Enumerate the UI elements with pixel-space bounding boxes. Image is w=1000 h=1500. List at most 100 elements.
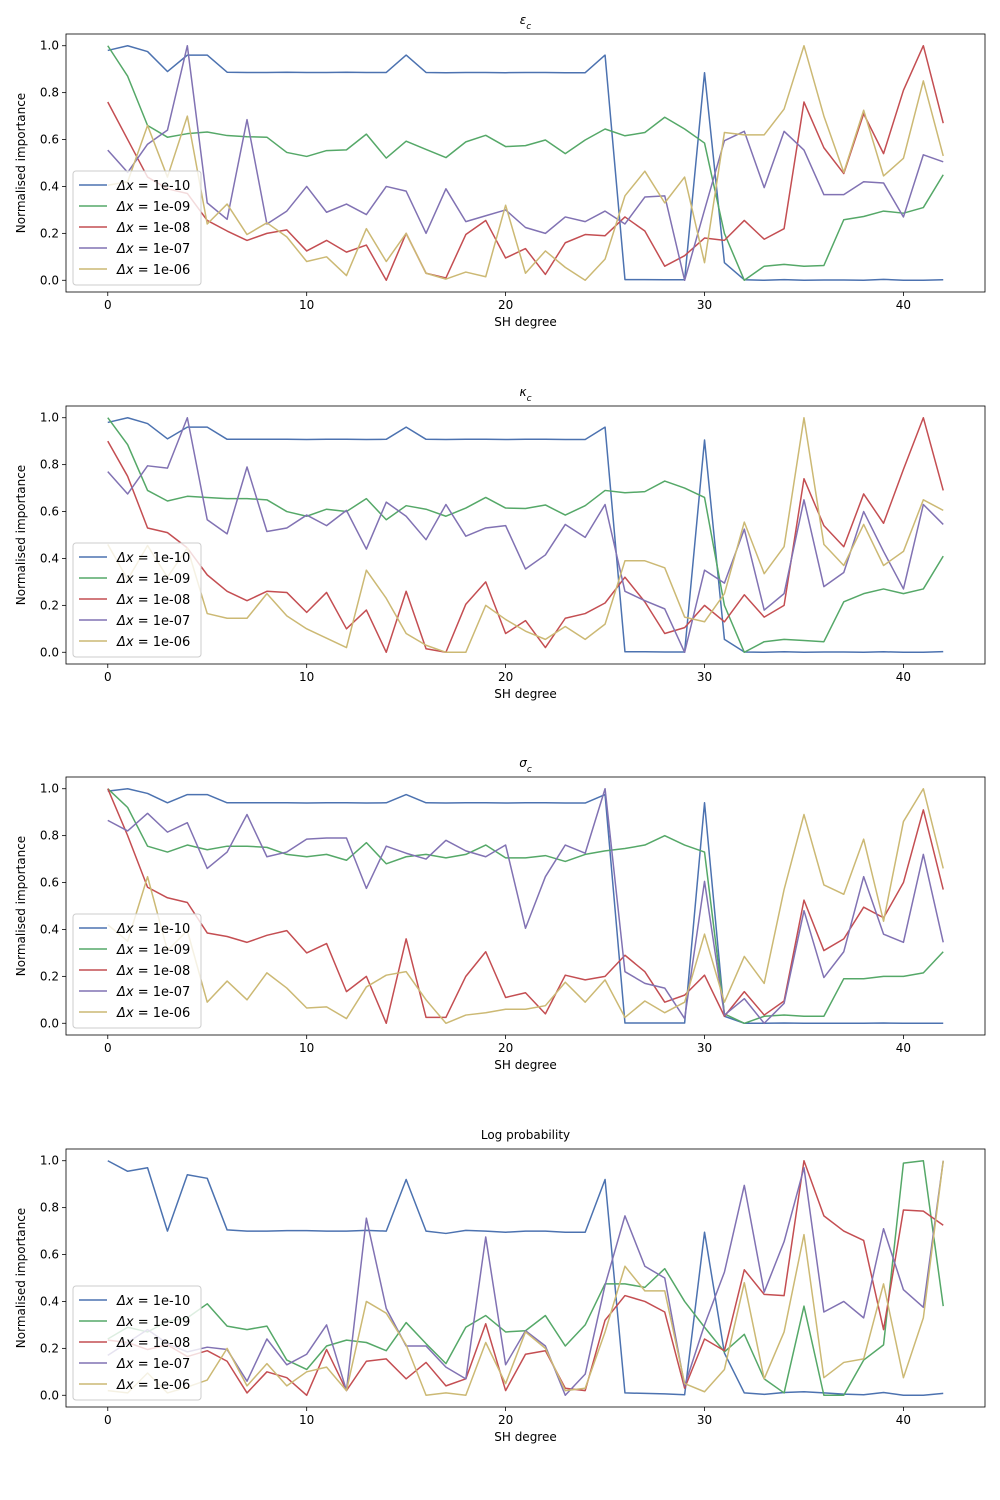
x-axis-label: SH degree (494, 1058, 557, 1072)
x-tick-label: 30 (697, 670, 712, 684)
legend-label-3: Δx = 1e-07 (116, 1357, 190, 1372)
y-tick-label: 0.0 (40, 1016, 59, 1030)
series-line-0 (107, 787, 944, 1025)
y-tick-label: 0.8 (40, 1201, 59, 1215)
legend-box (72, 1285, 202, 1401)
legend: Δx = 1e-10 Δx = 1e-09 Δx = 1e-08 Δx = 1e-07… (72, 542, 202, 658)
y-tick-label: 0.4 (40, 551, 59, 565)
series-line-1 (107, 45, 944, 282)
legend-label-1: Δx = 1e-09 (116, 200, 190, 215)
legend-label-2: Δx = 1e-08 (116, 964, 190, 979)
y-tick-label: 0.2 (40, 226, 59, 240)
y-tick-label: 0.0 (40, 1388, 59, 1402)
legend: Δx = 1e-10 Δx = 1e-09 Δx = 1e-08 Δx = 1e-07… (72, 1285, 202, 1401)
x-tick-label: 10 (299, 1413, 314, 1427)
y-tick-label: 0.8 (40, 86, 59, 100)
series-line-3 (107, 416, 944, 654)
legend: Δx = 1e-10 Δx = 1e-09 Δx = 1e-08 Δx = 1e-07… (72, 913, 202, 1029)
series-lines (107, 416, 944, 654)
x-tick-label: 0 (104, 670, 112, 684)
series-line-2 (107, 1159, 944, 1397)
y-tick-label: 0.0 (40, 273, 59, 287)
y-axis-label: Normalised importance (14, 1208, 28, 1348)
y-tick-label: 0.2 (40, 969, 59, 983)
y-tick-label: 0.4 (40, 1294, 59, 1308)
legend-label-0: Δx = 1e-10 (116, 1294, 190, 1309)
x-tick-label: 20 (498, 670, 513, 684)
x-tick-label: 20 (498, 1041, 513, 1055)
subplot-epsilon-c: 0 10 20 30 40 0.0 0.2 0.4 0.6 0.8 1.0 εc SH degree No… (14, 13, 986, 329)
legend-label-2: Δx = 1e-08 (116, 221, 190, 236)
y-axis-label: Normalised importance (14, 465, 28, 605)
chart-title: Log probability (481, 1128, 570, 1142)
legend-label-4: Δx = 1e-06 (116, 635, 190, 650)
legend: Δx = 1e-10 Δx = 1e-09 Δx = 1e-08 Δx = 1e-07… (72, 170, 202, 286)
x-tick-label: 40 (896, 670, 911, 684)
series-line-4 (107, 44, 944, 282)
y-tick-label: 0.4 (40, 179, 59, 193)
subplot-kappa-c: 0 10 20 30 40 0.0 0.2 0.4 0.6 0.8 1.0 κc SH degree No… (14, 385, 986, 701)
axes-frame (65, 33, 986, 293)
legend-label-3: Δx = 1e-07 (116, 242, 190, 257)
legend-label-4: Δx = 1e-06 (116, 1378, 190, 1393)
x-tick-label: 10 (299, 1041, 314, 1055)
x-tick-label: 30 (697, 1041, 712, 1055)
axes-frame (65, 776, 986, 1036)
x-axis-label: SH degree (494, 1430, 557, 1444)
y-tick-label: 1.0 (40, 1154, 59, 1168)
axes-frame (65, 1148, 986, 1408)
y-tick-label: 1.0 (40, 411, 59, 425)
x-tick-label: 40 (896, 1041, 911, 1055)
series-line-1 (107, 788, 944, 1025)
axes-frame (65, 405, 986, 665)
chart-title: κc (519, 385, 531, 404)
series-line-3 (107, 787, 944, 1025)
y-tick-label: 0.6 (40, 1248, 59, 1262)
legend-box (72, 913, 202, 1029)
y-tick-label: 0.8 (40, 829, 59, 843)
subplot-log-probability: 0 10 20 30 40 0.0 0.2 0.4 0.6 0.8 1.0 Log probabili… (14, 1128, 986, 1444)
chart-title: σc (519, 756, 532, 775)
x-tick-label: 30 (697, 1413, 712, 1427)
series-line-4 (107, 1160, 944, 1397)
series-line-2 (107, 416, 944, 654)
y-tick-label: 0.0 (40, 645, 59, 659)
series-lines (107, 1159, 944, 1397)
series-line-0 (107, 416, 944, 654)
chart-title: εc (520, 13, 532, 32)
series-line-2 (107, 788, 944, 1025)
series-line-1 (107, 417, 944, 654)
x-axis-label: SH degree (494, 687, 557, 701)
x-tick-label: 0 (104, 1413, 112, 1427)
series-line-3 (107, 44, 944, 282)
legend-label-1: Δx = 1e-09 (116, 572, 190, 587)
legend-box (72, 170, 202, 286)
x-tick-label: 20 (498, 298, 513, 312)
y-axis-label: Normalised importance (14, 836, 28, 976)
legend-label-0: Δx = 1e-10 (116, 551, 190, 566)
legend-label-2: Δx = 1e-08 (116, 593, 190, 608)
x-axis-label: SH degree (494, 315, 557, 329)
x-tick-label: 30 (697, 298, 712, 312)
x-tick-label: 10 (299, 298, 314, 312)
series-line-4 (107, 787, 944, 1025)
legend-label-1: Δx = 1e-09 (116, 1315, 190, 1330)
series-line-0 (107, 1160, 944, 1397)
series-lines (107, 44, 944, 282)
y-tick-label: 0.4 (40, 922, 59, 936)
series-line-2 (107, 44, 944, 282)
legend-label-0: Δx = 1e-10 (116, 179, 190, 194)
x-tick-label: 0 (104, 1041, 112, 1055)
y-tick-label: 0.6 (40, 876, 59, 890)
legend-label-3: Δx = 1e-07 (116, 614, 190, 629)
y-tick-label: 0.6 (40, 133, 59, 147)
x-tick-label: 40 (896, 1413, 911, 1427)
series-line-3 (107, 1160, 944, 1397)
legend-label-4: Δx = 1e-06 (116, 1006, 190, 1021)
legend-label-4: Δx = 1e-06 (116, 263, 190, 278)
legend-box (72, 542, 202, 658)
series-lines (107, 787, 944, 1025)
y-tick-label: 0.2 (40, 1341, 59, 1355)
y-tick-label: 0.6 (40, 505, 59, 519)
